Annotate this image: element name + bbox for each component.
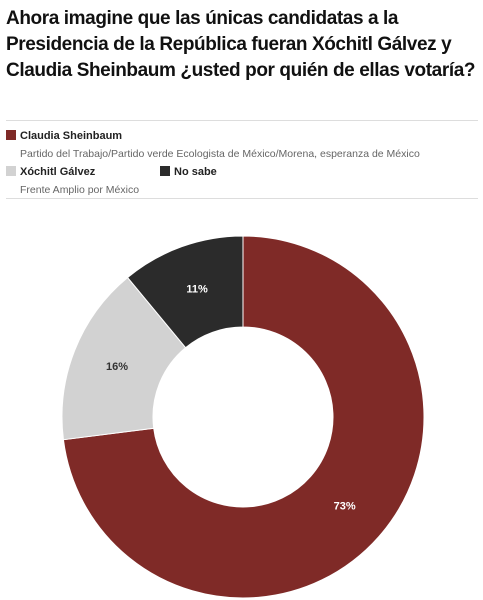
slice [62, 235, 425, 599]
legend-description: Partido del Trabajo/Partido verde Ecolog… [20, 148, 420, 160]
chart-title: Ahora imagine que las únicas candidatas … [6, 8, 476, 81]
slice [61, 276, 187, 441]
legend-label: Xóchitl Gálvez [20, 166, 96, 178]
separator [6, 198, 478, 199]
legend-item: Claudia Sheinbaum [6, 130, 122, 142]
value-label: 73% [334, 501, 356, 513]
legend-item: Xóchitl Gálvez [6, 166, 95, 178]
legend-label: Claudia Sheinbaum [20, 130, 123, 142]
slice [126, 235, 244, 349]
value-label: 16% [106, 361, 128, 373]
legend-swatch [160, 166, 170, 176]
legend-item: No sabe [160, 166, 217, 178]
separator [6, 120, 478, 121]
legend-label: No sabe [174, 166, 217, 178]
chart: 73% 16% 11% [61, 235, 425, 599]
legend-swatch [6, 130, 16, 140]
legend-swatch [6, 166, 16, 176]
value-label: 11% [186, 283, 208, 295]
legend-description: Frente Amplio por México [20, 184, 140, 196]
